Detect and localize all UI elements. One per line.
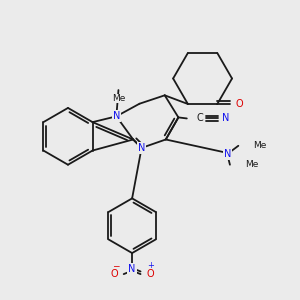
Text: Me: Me (253, 141, 266, 150)
Text: Me: Me (112, 94, 125, 103)
Text: C: C (196, 113, 203, 124)
Text: N: N (222, 113, 230, 124)
Text: O: O (146, 269, 154, 279)
Text: −: − (112, 261, 119, 270)
Text: N: N (113, 111, 120, 121)
Text: +: + (148, 261, 154, 270)
Text: O: O (236, 99, 243, 109)
Text: N: N (128, 264, 136, 274)
Text: N: N (138, 143, 145, 153)
Text: O: O (110, 269, 118, 279)
Text: N: N (224, 149, 232, 159)
Text: Me: Me (244, 160, 258, 169)
